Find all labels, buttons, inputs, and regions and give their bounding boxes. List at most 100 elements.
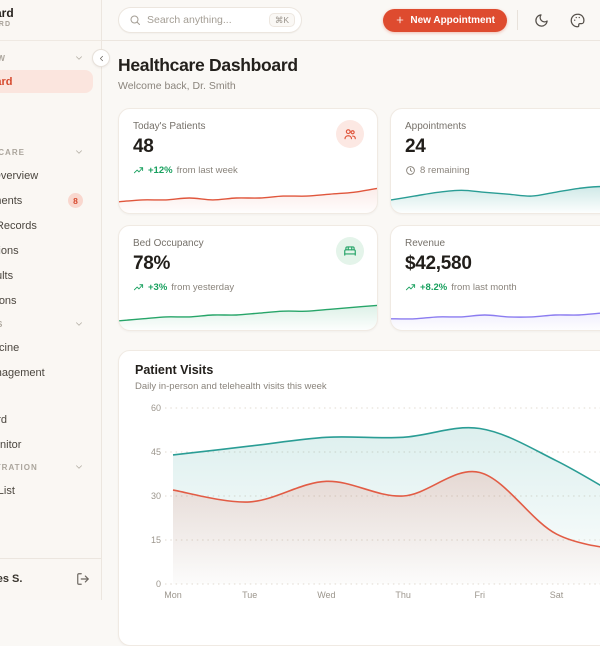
stat-value: 78% bbox=[133, 253, 171, 274]
stat-label: Today's Patients bbox=[133, 121, 206, 132]
stat-delta: +3% bbox=[148, 282, 168, 293]
section-header-facility[interactable]: FACILITY bbox=[0, 390, 93, 402]
sidebar-item-bed-board[interactable]: Bed Board bbox=[0, 408, 93, 431]
stat-note: from yesterday bbox=[171, 282, 235, 293]
svg-text:60: 60 bbox=[151, 403, 161, 413]
chevron-down-icon bbox=[76, 56, 82, 60]
new-appointment-button[interactable]: New Appointment bbox=[383, 8, 507, 32]
stat-meta: +12% from last week bbox=[133, 165, 363, 176]
stat-note: 8 remaining bbox=[420, 165, 470, 176]
sidebar-item-label: Staff Management bbox=[0, 366, 45, 379]
sidebar-item-patients-list[interactable]: Patients List bbox=[0, 479, 93, 502]
brand-title: MedBoard bbox=[0, 6, 14, 20]
main-content: Healthcare Dashboard Welcome back, Dr. S… bbox=[102, 41, 600, 646]
sidebar-item-vaccinations[interactable]: Vaccinations bbox=[0, 289, 93, 312]
sidebar-collapse-button[interactable] bbox=[92, 49, 110, 67]
sidebar-item-appointments[interactable]: Appointments 8 bbox=[0, 189, 93, 212]
chart-title: Patient Visits bbox=[135, 363, 214, 377]
svg-text:45: 45 bbox=[151, 447, 161, 457]
chart-header: Patient Visits Daily in-person and teleh… bbox=[119, 363, 600, 392]
chevron-down-icon bbox=[76, 465, 82, 469]
svg-text:Tue: Tue bbox=[242, 590, 257, 600]
stat-meta: 8 remaining bbox=[405, 165, 600, 176]
patient-visits-chart: 604530150MonTueWedThuFriSatSun bbox=[119, 402, 600, 614]
sidebar-nav: OVERVIEW Dashboard Analytics PATIENT CARE Pa… bbox=[0, 41, 101, 502]
stats-grid: Today's Patients 48 +12% from last week Appo… bbox=[118, 108, 600, 331]
sidebar-item-label: Medical Records bbox=[0, 219, 37, 232]
stat-value: 48 bbox=[133, 136, 154, 157]
stat-value: 24 bbox=[405, 136, 426, 157]
moon-icon bbox=[534, 13, 548, 27]
sparkline bbox=[391, 312, 600, 330]
stat-delta: +12% bbox=[148, 165, 173, 176]
sidebar-item-label: Vitals Monitor bbox=[0, 438, 22, 451]
user-name: Dr. James S. bbox=[0, 573, 23, 585]
trending-up-icon bbox=[405, 284, 416, 291]
sidebar-item-label: Patients List bbox=[0, 484, 15, 497]
stat-card-revenue: Revenue $42,580 +8.2% from last month bbox=[390, 225, 600, 331]
logout-button[interactable] bbox=[76, 572, 90, 586]
section-header-patient-care[interactable]: PATIENT CARE bbox=[0, 146, 93, 158]
stat-card-today-s-patients: Today's Patients 48 +12% from last week bbox=[118, 108, 378, 214]
page-title: Healthcare Dashboard bbox=[118, 55, 298, 75]
sidebar-item-medical-records[interactable]: Medical Records bbox=[0, 214, 93, 237]
sidebar-item-label: Telemedicine bbox=[0, 341, 20, 354]
sidebar-item-label: Vaccinations bbox=[0, 294, 17, 307]
section-header-administration[interactable]: ADMINISTRATION bbox=[0, 461, 93, 473]
stat-label: Bed Occupancy bbox=[133, 238, 204, 249]
sidebar-item-label: Bed Board bbox=[0, 413, 7, 426]
section-label: OVERVIEW bbox=[0, 53, 6, 63]
search-shortcut-badge: ⌘K bbox=[268, 12, 295, 28]
sidebar-item-label: Patient Overview bbox=[0, 169, 39, 182]
svg-text:0: 0 bbox=[156, 579, 161, 589]
stat-card-appointments: Appointments 24 8 remaining bbox=[390, 108, 600, 214]
sidebar: MedBoard DASHBOARD OVERVIEW Dashboard Anal… bbox=[0, 0, 102, 600]
search-icon bbox=[129, 14, 141, 26]
chevron-down-icon bbox=[76, 322, 82, 326]
sidebar-item-analytics[interactable]: Analytics bbox=[0, 95, 93, 118]
chevron-left-icon bbox=[99, 55, 103, 61]
new-appointment-label: New Appointment bbox=[410, 14, 495, 26]
stat-note: from last week bbox=[176, 165, 238, 176]
logout-icon bbox=[77, 573, 89, 585]
brand-subtitle: DASHBOARD bbox=[0, 21, 12, 28]
sidebar-item-prescriptions[interactable]: Prescriptions bbox=[0, 239, 93, 262]
stat-label: Appointments bbox=[405, 121, 467, 132]
stat-meta: +3% from yesterday bbox=[133, 282, 363, 293]
chart-subtitle: Daily in-person and telehealth visits th… bbox=[135, 381, 327, 392]
section-header-services[interactable]: SERVICES bbox=[0, 318, 93, 330]
svg-text:Fri: Fri bbox=[475, 590, 486, 600]
sidebar-item-staff-management[interactable]: Staff Management bbox=[0, 361, 93, 384]
users-icon bbox=[344, 129, 356, 140]
page-subtitle: Welcome back, Dr. Smith bbox=[118, 80, 236, 92]
search-box[interactable]: ⌘K bbox=[118, 7, 302, 33]
section-header-overview[interactable]: OVERVIEW bbox=[0, 52, 93, 64]
sidebar-item-dashboard[interactable]: Dashboard bbox=[0, 70, 93, 93]
sidebar-item-patient-overview[interactable]: Patient Overview bbox=[0, 164, 93, 187]
search-icon bbox=[130, 15, 140, 25]
sidebar-item-vitals-monitor[interactable]: Vitals Monitor bbox=[0, 433, 93, 456]
svg-text:Wed: Wed bbox=[317, 590, 335, 600]
stat-label: Revenue bbox=[405, 238, 446, 249]
trending-up-icon bbox=[133, 167, 144, 174]
stat-note: from last month bbox=[451, 282, 517, 293]
stat-value: $42,580 bbox=[405, 253, 472, 274]
user-row: Dr. James S. bbox=[0, 564, 101, 594]
sidebar-item-label: Prescriptions bbox=[0, 244, 19, 257]
stat-card-bed-occupancy: Bed Occupancy 78% +3% from yesterday bbox=[118, 225, 378, 331]
sidebar-divider bbox=[0, 558, 101, 559]
item-badge: 8 bbox=[68, 193, 83, 208]
theme-palette-button[interactable] bbox=[564, 7, 590, 33]
sidebar-item-label: Appointments bbox=[0, 194, 23, 207]
dark-mode-toggle[interactable] bbox=[528, 7, 554, 33]
stat-meta: +8.2% from last month bbox=[405, 282, 600, 293]
bed-icon bbox=[344, 246, 356, 256]
sidebar-item-lab-results[interactable]: Lab Results bbox=[0, 264, 93, 287]
clock-icon bbox=[406, 166, 415, 175]
stat-icon-circle bbox=[336, 120, 364, 148]
search-input[interactable] bbox=[147, 14, 263, 26]
svg-text:15: 15 bbox=[151, 535, 161, 545]
sidebar-item-telemedicine[interactable]: Telemedicine bbox=[0, 336, 93, 359]
sidebar-item-label: Dashboard bbox=[0, 75, 13, 88]
sidebar-item-settings[interactable]: Settings bbox=[0, 530, 93, 553]
